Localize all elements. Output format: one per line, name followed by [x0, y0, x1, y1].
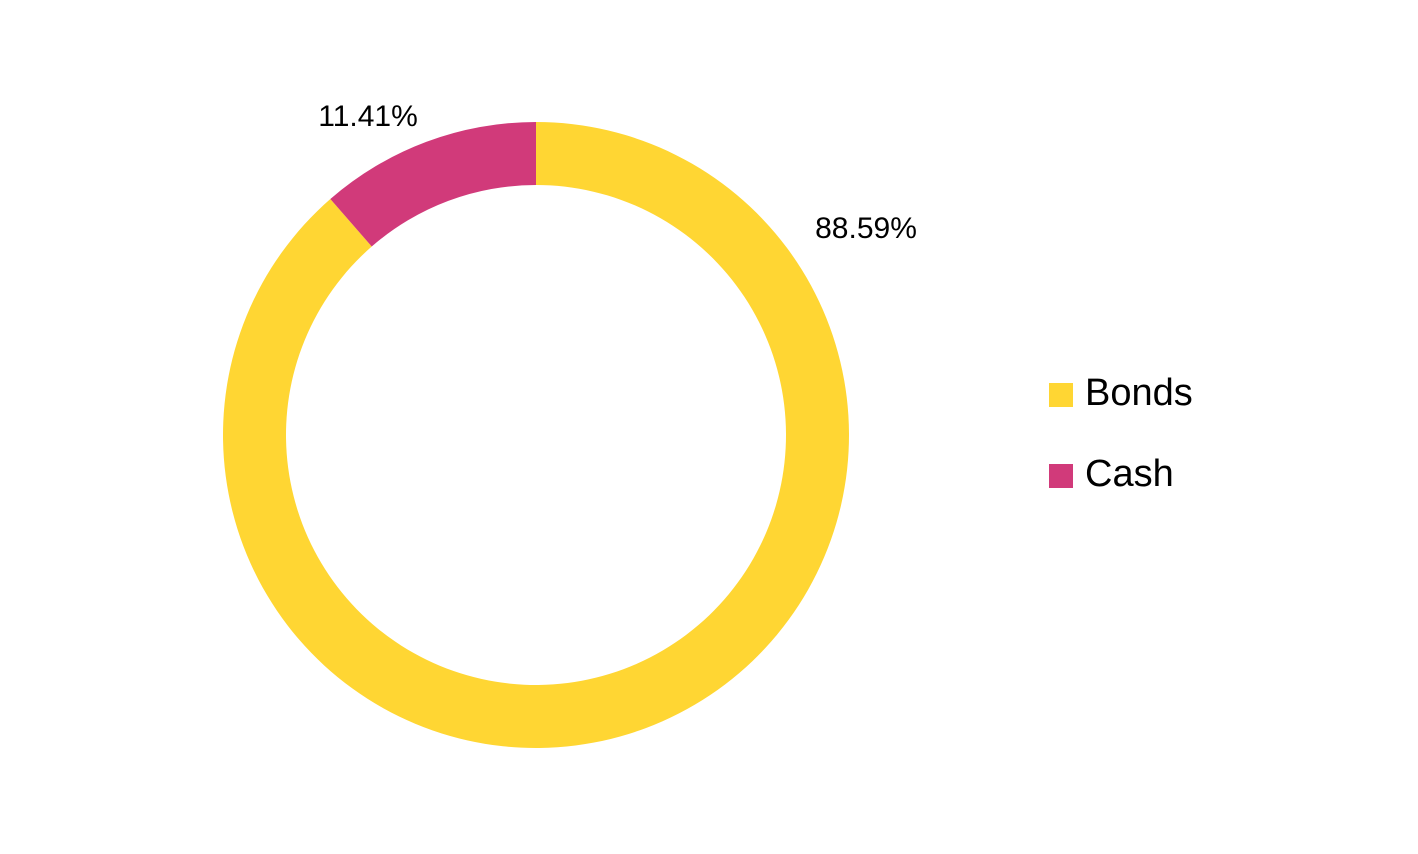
data-label: 88.59%	[815, 212, 917, 245]
data-label: 11.41%	[318, 100, 418, 133]
donut-slice	[222, 122, 850, 748]
legend-label: Bonds	[1085, 372, 1193, 414]
legend-swatch	[1049, 383, 1073, 407]
legend-label: Cash	[1085, 453, 1174, 495]
legend-swatch	[1049, 464, 1073, 488]
donut-slice	[330, 122, 536, 247]
